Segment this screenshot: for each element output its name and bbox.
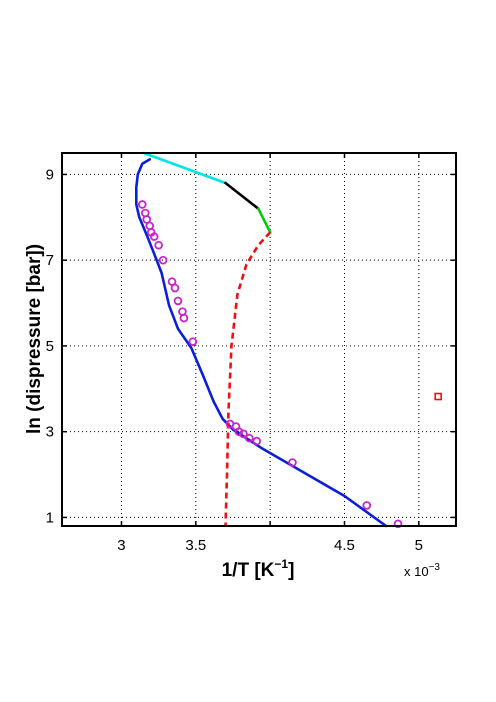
data-point-marker	[137, 200, 147, 209]
series-line-2	[224, 181, 260, 210]
data-point-marker	[179, 313, 189, 323]
data-point-marker	[173, 296, 183, 306]
series-line-3	[256, 207, 272, 234]
data-point-marker	[288, 458, 297, 467]
data-point-marker	[362, 501, 372, 510]
data-point-marker	[158, 255, 168, 265]
x-axis-multiplier: x 10−3	[404, 562, 440, 579]
y-tick-label: 3	[46, 424, 54, 441]
y-tick-label: 5	[46, 338, 54, 355]
data-point-marker	[245, 433, 254, 443]
x-tick-label: 5	[415, 537, 423, 554]
data-point-marker	[252, 436, 262, 446]
data-point-marker	[170, 283, 180, 293]
x-axis-multiplier-exponent: −3	[429, 562, 441, 573]
series-layer	[135, 151, 442, 529]
y-tick-label: 9	[46, 166, 54, 183]
x-tick-label: 4.5	[334, 537, 355, 554]
data-point-marker	[154, 240, 163, 250]
y-axis-label: ln (dispressure [bar])	[24, 244, 45, 434]
tick-layer: 3 3.5 4.5 5 1 3 5 7 9	[46, 153, 456, 554]
series-line-4	[224, 231, 272, 527]
x-tick-label: 3	[117, 537, 125, 554]
y-tick-label: 7	[46, 252, 54, 269]
grid-lines	[62, 153, 456, 526]
data-point-marker	[234, 427, 244, 436]
y-tick-label: 1	[46, 509, 54, 526]
series-line-1	[142, 151, 227, 185]
data-point-square	[434, 392, 442, 401]
x-axis-multiplier-text: x 10	[404, 564, 429, 579]
plot-frame	[61, 152, 457, 527]
x-tick-label: 3.5	[185, 537, 206, 554]
x-axis-label-exponent: −1	[274, 557, 288, 571]
x-axis-label-close: ]	[288, 560, 294, 581]
data-point-marker	[393, 519, 403, 529]
x-axis-label-text: 1/T [K	[222, 560, 275, 581]
data-point-marker	[188, 337, 198, 346]
data-point-marker	[239, 429, 248, 439]
data-point-marker	[149, 232, 159, 241]
x-axis-label: 1/T [K−1]	[222, 557, 295, 581]
